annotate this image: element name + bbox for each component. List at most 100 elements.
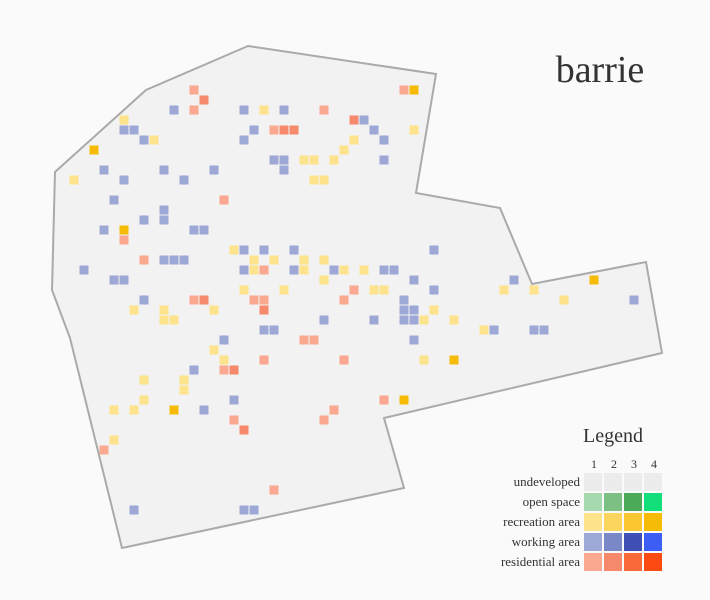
recreation-cell	[359, 265, 369, 275]
working-cell	[239, 265, 249, 275]
residential-cell	[189, 295, 199, 305]
working-cell	[409, 305, 419, 315]
residential-cell	[379, 395, 389, 405]
recreation-cell	[89, 145, 99, 155]
legend-label: recreation area	[503, 514, 580, 529]
residential-cell	[229, 415, 239, 425]
working-cell	[119, 175, 129, 185]
recreation-cell	[529, 285, 539, 295]
working-cell	[269, 155, 279, 165]
legend-swatch	[584, 533, 602, 551]
working-cell	[139, 215, 149, 225]
recreation-cell	[219, 355, 229, 365]
legend-swatch	[584, 473, 602, 491]
legend-level: 4	[651, 457, 657, 471]
legend-level: 2	[611, 457, 617, 471]
working-cell	[99, 225, 109, 235]
recreation-cell	[589, 275, 599, 285]
recreation-cell	[479, 325, 489, 335]
recreation-cell	[399, 395, 409, 405]
legend-title: Legend	[583, 425, 643, 447]
working-cell	[239, 245, 249, 255]
residential-cell	[259, 355, 269, 365]
working-cell	[199, 225, 209, 235]
recreation-cell	[379, 285, 389, 295]
working-cell	[409, 335, 419, 345]
working-cell	[159, 205, 169, 215]
residential-cell	[199, 295, 209, 305]
working-cell	[209, 165, 219, 175]
legend-swatch	[584, 553, 602, 571]
working-cell	[379, 155, 389, 165]
working-cell	[109, 195, 119, 205]
legend-swatch	[644, 553, 662, 571]
legend-swatch	[624, 473, 642, 491]
legend-swatch	[584, 493, 602, 511]
working-cell	[239, 135, 249, 145]
working-cell	[409, 315, 419, 325]
working-cell	[389, 265, 399, 275]
recreation-cell	[339, 265, 349, 275]
working-cell	[529, 325, 539, 335]
recreation-cell	[259, 105, 269, 115]
legend-swatch	[604, 513, 622, 531]
working-cell	[319, 315, 329, 325]
recreation-cell	[279, 285, 289, 295]
recreation-cell	[559, 295, 569, 305]
working-cell	[379, 135, 389, 145]
legend-swatch	[644, 513, 662, 531]
residential-cell	[199, 95, 209, 105]
recreation-cell	[449, 315, 459, 325]
working-cell	[279, 165, 289, 175]
working-cell	[399, 295, 409, 305]
legend-label: residential area	[500, 554, 580, 569]
recreation-cell	[269, 255, 279, 265]
working-cell	[169, 255, 179, 265]
working-cell	[229, 395, 239, 405]
residential-cell	[279, 125, 289, 135]
legend-swatch	[644, 473, 662, 491]
residential-cell	[339, 295, 349, 305]
map-title: barrie	[555, 49, 645, 91]
working-cell	[169, 105, 179, 115]
residential-cell	[189, 85, 199, 95]
legend-swatch	[624, 553, 642, 571]
recreation-cell	[109, 435, 119, 445]
residential-cell	[329, 405, 339, 415]
legend-swatch	[604, 473, 622, 491]
residential-cell	[269, 485, 279, 495]
recreation-cell	[309, 155, 319, 165]
recreation-cell	[159, 315, 169, 325]
working-cell	[509, 275, 519, 285]
legend-label: working area	[511, 534, 580, 549]
working-cell	[239, 105, 249, 115]
residential-cell	[319, 415, 329, 425]
residential-cell	[319, 105, 329, 115]
residential-cell	[349, 115, 359, 125]
legend-swatch	[604, 553, 622, 571]
recreation-cell	[109, 405, 119, 415]
legend-swatch	[644, 493, 662, 511]
recreation-cell	[319, 275, 329, 285]
working-cell	[369, 125, 379, 135]
recreation-cell	[69, 175, 79, 185]
residential-cell	[339, 355, 349, 365]
recreation-cell	[349, 135, 359, 145]
legend-label: open space	[522, 494, 580, 509]
working-cell	[399, 305, 409, 315]
recreation-cell	[299, 265, 309, 275]
working-cell	[139, 135, 149, 145]
working-cell	[179, 255, 189, 265]
legend-levels: 1 2 3 4	[584, 457, 664, 472]
working-cell	[249, 125, 259, 135]
working-cell	[129, 505, 139, 515]
working-cell	[179, 175, 189, 185]
working-cell	[289, 265, 299, 275]
residential-cell	[349, 285, 359, 295]
recreation-cell	[159, 305, 169, 315]
working-cell	[429, 245, 439, 255]
recreation-cell	[119, 115, 129, 125]
residential-cell	[239, 425, 249, 435]
working-cell	[119, 275, 129, 285]
residential-cell	[309, 335, 319, 345]
